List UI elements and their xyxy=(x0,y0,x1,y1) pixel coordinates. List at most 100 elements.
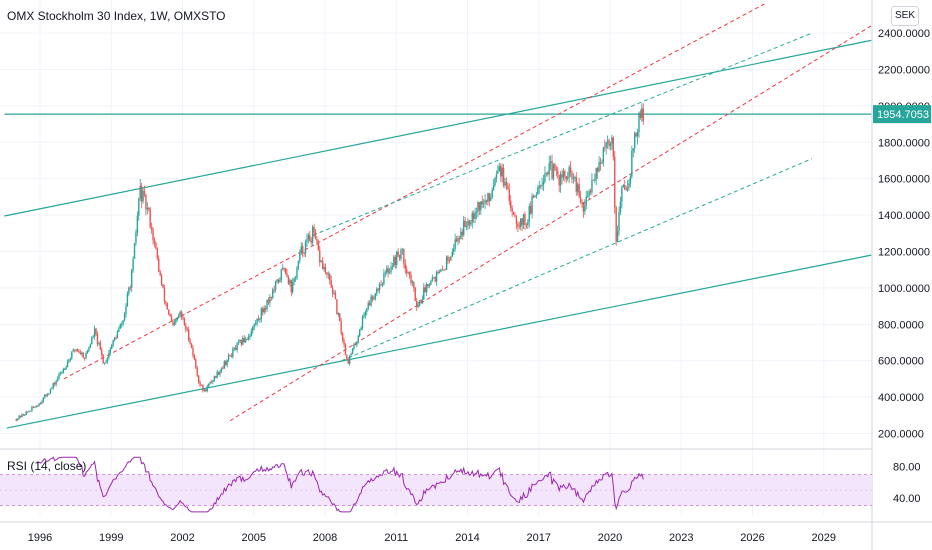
candle-body xyxy=(172,321,174,325)
candle xyxy=(79,349,82,355)
candle-body xyxy=(357,336,359,342)
candle xyxy=(73,349,76,353)
candle-body xyxy=(427,284,429,287)
candle-body xyxy=(500,166,502,177)
candle xyxy=(264,305,267,313)
candle-body xyxy=(193,355,196,360)
candle xyxy=(484,193,486,210)
candle-body xyxy=(364,311,367,316)
candle-body xyxy=(310,240,312,243)
candle-body xyxy=(632,148,634,151)
candle xyxy=(227,353,230,363)
candles xyxy=(15,103,644,422)
candle-body xyxy=(210,381,213,383)
candle-body xyxy=(457,237,459,242)
candle xyxy=(347,358,349,364)
candle-body xyxy=(572,177,575,179)
candle xyxy=(28,410,30,413)
candle-body xyxy=(95,328,97,335)
candle xyxy=(196,365,198,378)
candle xyxy=(153,237,156,248)
candle-body xyxy=(327,274,330,275)
candle xyxy=(247,333,250,341)
candle-body xyxy=(492,185,495,191)
candle xyxy=(571,170,573,184)
candle-body xyxy=(615,207,617,242)
candle-body xyxy=(360,327,362,330)
candle-body xyxy=(622,185,624,188)
currency-button[interactable]: SEK xyxy=(891,6,919,26)
candle xyxy=(465,221,468,231)
candle-body xyxy=(123,314,126,321)
candle-body xyxy=(54,383,56,385)
candle xyxy=(384,270,387,278)
candle-body xyxy=(213,376,216,381)
candle-body xyxy=(173,322,176,325)
candle-body xyxy=(393,256,395,267)
candle-body xyxy=(301,246,304,254)
candle xyxy=(19,415,22,419)
candle-body xyxy=(629,176,632,184)
candle-body xyxy=(264,308,267,310)
rsi-axis-tick: 40.00 xyxy=(893,493,921,505)
candle xyxy=(383,268,385,286)
candle xyxy=(517,221,519,233)
candle-body xyxy=(180,311,183,318)
candle xyxy=(373,295,375,300)
candle xyxy=(321,257,324,270)
candle-body xyxy=(497,171,499,174)
candle-body xyxy=(86,350,89,353)
candle xyxy=(59,371,62,376)
candle xyxy=(202,384,204,393)
candle xyxy=(145,194,147,216)
candle xyxy=(34,406,36,408)
candle xyxy=(361,314,364,331)
candle-body xyxy=(604,147,606,149)
candle-body xyxy=(527,221,529,225)
candle-body xyxy=(42,397,45,402)
candle xyxy=(166,302,168,311)
candle-body xyxy=(484,200,486,203)
candle xyxy=(474,207,476,224)
candle-body xyxy=(260,308,263,319)
candle xyxy=(586,190,589,198)
time-axis-tick: 2029 xyxy=(812,532,836,544)
candle xyxy=(233,347,235,352)
candle-body xyxy=(135,232,137,244)
candle-body xyxy=(39,403,42,405)
candle-body xyxy=(628,183,630,188)
candle-body xyxy=(232,349,234,357)
candle xyxy=(337,312,339,318)
candle-body xyxy=(406,269,408,273)
candle-body xyxy=(102,354,104,364)
candle xyxy=(549,155,552,171)
candle-body xyxy=(518,226,520,228)
candle xyxy=(349,355,351,366)
candle xyxy=(629,173,632,188)
candle xyxy=(213,375,216,382)
candle xyxy=(404,259,406,274)
candle xyxy=(368,300,371,306)
candle xyxy=(32,405,35,409)
candle-body xyxy=(217,371,220,375)
candle-body xyxy=(478,202,481,211)
candle-body xyxy=(411,281,414,283)
candle xyxy=(143,185,146,197)
candle xyxy=(81,351,83,357)
candle xyxy=(618,206,620,236)
candle xyxy=(330,275,332,288)
candle xyxy=(427,283,429,289)
rsi-pane xyxy=(0,456,872,513)
candle xyxy=(300,242,302,256)
candle-body xyxy=(358,329,361,337)
candle-body xyxy=(21,414,23,418)
candle-body xyxy=(494,178,496,186)
candle-body xyxy=(225,361,227,365)
candle xyxy=(259,317,261,323)
price-axis-tick: 600.0000 xyxy=(878,356,924,368)
candle xyxy=(24,413,26,417)
candle xyxy=(478,201,481,216)
time-axis-tick: 2020 xyxy=(598,532,622,544)
